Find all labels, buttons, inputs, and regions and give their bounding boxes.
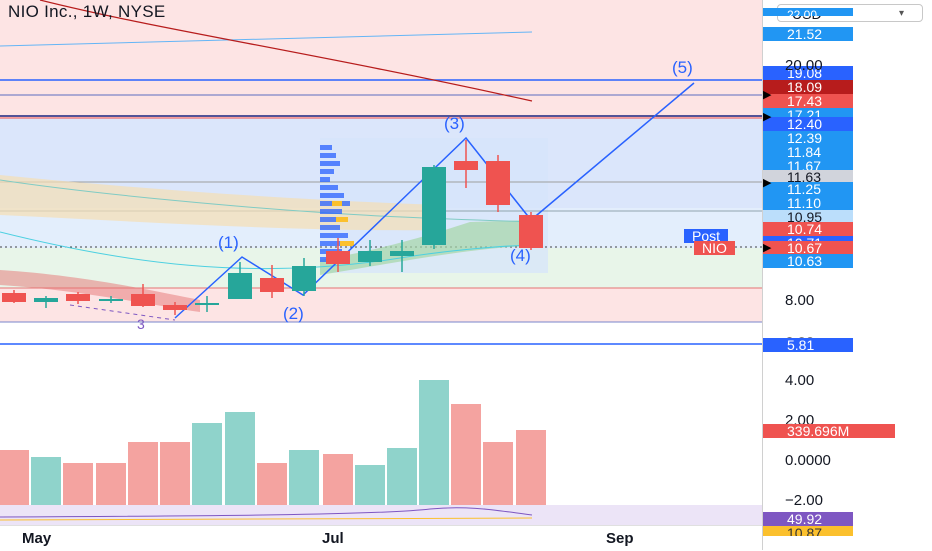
long-ma-line — [39, 0, 533, 102]
volume-bar — [451, 404, 481, 505]
wave-label-2: (2) — [283, 304, 304, 323]
price-label: 11.84 — [763, 145, 853, 159]
oscillator-canvas — [0, 507, 533, 521]
candle-body — [486, 161, 510, 205]
volume-bar — [387, 448, 417, 505]
axis-tick-20: 20.00 — [785, 57, 823, 74]
ema-line — [0, 231, 533, 270]
candle-body — [195, 303, 219, 305]
upper-channel-line — [0, 31, 533, 47]
wave-label-5: (5) — [672, 58, 693, 77]
low-line-label: 5.81 — [763, 338, 853, 352]
price-label: 10.67 — [763, 241, 853, 255]
symbol-tag: NIO — [694, 241, 735, 255]
candle-body — [519, 215, 543, 248]
chevron-down-icon[interactable]: ▾ — [899, 8, 905, 19]
volume-bar — [0, 450, 29, 505]
time-axis[interactable]: May Jul Sep — [0, 525, 762, 551]
marker-arrow-icon: ▶ — [763, 89, 772, 101]
price-chart[interactable]: NIO Inc., 1W, NYSE (1) (2) (3) (4) (5) 3… — [0, 0, 762, 505]
candle-body — [260, 278, 284, 292]
candle-body — [99, 299, 123, 301]
price-label: 19.08 — [763, 66, 853, 80]
chart-canvas — [0, 0, 762, 505]
volume-label: 339.696M — [763, 424, 895, 438]
volume-bar — [419, 380, 449, 505]
volume-bar — [483, 442, 513, 505]
sma-line — [0, 179, 533, 223]
candle-body — [228, 273, 252, 299]
candle-body — [2, 293, 26, 302]
volume-bars — [0, 380, 546, 505]
candle-body — [292, 266, 316, 291]
price-label: 21.52 — [763, 27, 853, 41]
candle-body — [358, 251, 382, 262]
post-tag: Post — [684, 229, 729, 243]
time-label-sep: Sep — [606, 530, 634, 547]
volume-bar — [257, 463, 287, 505]
price-label: 22.00 — [763, 8, 853, 16]
wave-label-4: (4) — [510, 246, 531, 265]
volume-bar — [516, 430, 546, 505]
price-label: 12.39 — [763, 131, 853, 145]
price-label: 10.63 — [763, 254, 853, 268]
volume-bar — [96, 463, 126, 505]
volume-profile-highlight — [332, 201, 354, 246]
time-label-may: May — [22, 530, 52, 547]
candle-body — [34, 298, 58, 302]
marker-arrow-icon: ▶ — [763, 111, 772, 123]
wave-sub-line — [69, 304, 176, 321]
price-label: 18.09 — [763, 80, 853, 94]
wave-sub-label: 3 — [137, 316, 145, 332]
candle-body — [131, 294, 155, 306]
osc-line — [0, 507, 533, 518]
price-label: 11.67 — [763, 159, 853, 173]
price-label: 10.95 — [763, 210, 853, 224]
candle-body — [454, 161, 478, 170]
volume-bar — [192, 423, 222, 505]
volume-bar — [289, 450, 319, 505]
axis-tick-0: 0.0000 — [785, 452, 831, 469]
wave-label-1: (1) — [218, 233, 239, 252]
volume-bar — [63, 463, 93, 505]
volume-bar — [128, 442, 158, 505]
wave-label-3: (3) — [444, 114, 465, 133]
osc-signal-line — [0, 517, 533, 521]
candle-body — [326, 251, 350, 264]
axis-tick-8: 8.00 — [785, 292, 815, 309]
price-label: 10.74 — [763, 222, 853, 236]
volume-bar — [31, 457, 61, 505]
price-label: 11.10 — [763, 196, 853, 210]
price-label: 11.25 — [763, 182, 853, 196]
volume-bar — [323, 454, 353, 505]
price-label: 12.40 — [763, 117, 853, 131]
volume-bar — [160, 442, 190, 505]
candle-body — [390, 251, 414, 256]
axis-tick-neg2: −2.00 — [785, 492, 823, 509]
chart-title: NIO Inc., 1W, NYSE — [8, 2, 166, 21]
marker-arrow-icon: ▶ — [763, 242, 772, 254]
osc-label-1: 49.92 — [763, 512, 853, 526]
candles — [2, 140, 543, 315]
price-axis[interactable]: USD ▾ 22.0021.5219.0818.0917.4317.2112.4… — [762, 0, 932, 550]
price-label: 11.63 — [763, 170, 853, 184]
volume-bar — [355, 465, 385, 505]
time-label-jul: Jul — [322, 530, 344, 547]
volume-bar — [225, 412, 255, 505]
candle-body — [422, 167, 446, 245]
candle-body — [66, 294, 90, 301]
axis-tick-4: 4.00 — [785, 372, 815, 389]
candle-body — [163, 305, 187, 310]
price-label: 17.43 — [763, 94, 853, 108]
cloud-upper — [0, 175, 440, 231]
wave-path — [174, 82, 695, 319]
oscillator-pane[interactable] — [0, 505, 762, 525]
marker-arrow-icon: ▶ — [763, 177, 772, 189]
osc-label-2: 10.87 — [763, 526, 853, 536]
